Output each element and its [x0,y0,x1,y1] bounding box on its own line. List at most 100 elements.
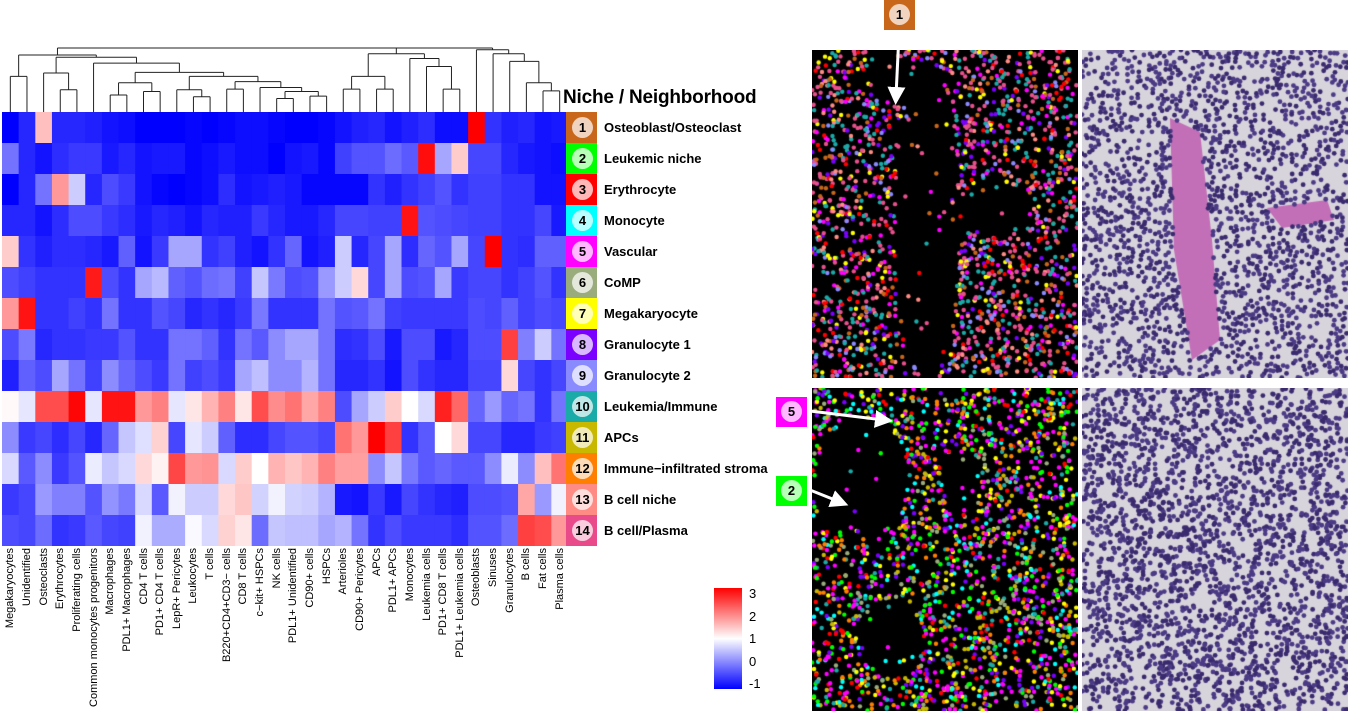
heatmap-cell [518,143,536,175]
heatmap-cell [68,391,86,423]
heatmap-cell [85,236,103,268]
heatmap-cell [35,143,53,175]
heatmap-cell [434,298,452,330]
heatmap-cell [185,143,203,175]
heatmap-cell [268,360,286,392]
niche-label: Vascular [604,244,658,259]
heatmap-cell [334,267,353,299]
heatmap-cell [251,391,269,423]
heatmap-cell [135,422,153,454]
heatmap-cell [351,112,369,144]
heatmap-cell [518,112,536,144]
heatmap-cell [551,267,568,299]
heatmap-cell [384,391,403,423]
heatmap-cell [118,484,136,516]
heatmap-cell [285,205,303,237]
heatmap-cell [201,143,219,175]
heatmap-cell [185,267,203,299]
heatmap-cell [351,422,369,454]
niche-legend-title: Niche / Neighborhood [563,87,757,108]
heatmap-cell [35,329,53,361]
heatmap-cell [201,329,219,361]
heatmap-cell [268,236,286,268]
heatmap-cell [451,143,469,175]
heatmap-cell [151,267,169,299]
heatmap-cell [68,422,86,454]
heatmap-cell [201,484,219,516]
heatmap-cell [2,329,20,361]
heatmap-cell [168,360,186,392]
heatmap-cell [2,360,20,392]
heatmap-cell [85,174,103,206]
heatmap-cell [468,515,486,546]
heatmap-cell [51,112,70,144]
niche-legend-item: 5 Vascular [566,236,806,267]
heatmap-cell [51,360,70,392]
heatmap-cell [301,267,319,299]
column-label: APCs [370,548,383,577]
heatmap-cell [434,267,452,299]
heatmap-cell [201,205,219,237]
heatmap-cell [501,236,519,268]
column-label: Fat cells [537,548,550,589]
heatmap-cell [368,453,386,485]
heatmap-cell [401,267,419,299]
heatmap-cell [85,360,103,392]
heatmap-cell [35,236,53,268]
heatmap-cell [68,236,86,268]
niche-label: Leukemia/Immune [604,399,718,414]
column-label: Leukocytes [187,548,200,604]
heatmap-cell [484,298,502,330]
niche-label: Granulocyte 1 [604,337,691,352]
heatmap-cell [451,112,469,144]
heatmap-cell [218,484,236,516]
heatmap-cell [235,174,253,206]
heatmap-cell [68,360,86,392]
heatmap-cell [551,205,568,237]
heatmap-cell [434,391,452,423]
heatmap-cell [51,329,70,361]
heatmap-cell [384,174,403,206]
heatmap-cell [135,143,153,175]
heatmap-cell [501,360,519,392]
heatmap-cell [484,484,502,516]
niche-legend-item: 12 Immune−infiltrated stroma [566,453,806,484]
heatmap-cell [301,515,319,546]
heatmap-cell [468,453,486,485]
heatmap-cell [18,515,36,546]
heatmap-cell [301,205,319,237]
heatmap-cell [235,453,253,485]
heatmap-cell [301,391,319,423]
heatmap-cell [484,360,502,392]
heatmap-cell [285,112,303,144]
heatmap-cell [18,391,36,423]
column-label: CD90+ cells [303,548,316,608]
heatmap-cell [168,174,186,206]
heatmap-cell [401,236,419,268]
niche-legend-item: 1 Osteoblast/Osteoclast [566,112,806,143]
heatmap-cell [484,112,502,144]
heatmap-cell [135,453,153,485]
heatmap-cell [101,112,120,144]
heatmap-cell [518,174,536,206]
heatmap-cell [501,391,519,423]
heatmap-cell [285,360,303,392]
heatmap-cell [501,329,519,361]
heatmap-cell [101,205,120,237]
heatmap-cell [351,143,369,175]
heatmap-cell [384,453,403,485]
heatmap-cell [418,515,436,546]
heatmap-cell [451,422,469,454]
niche-label: Granulocyte 2 [604,368,691,383]
heatmap-cell [235,515,253,546]
heatmap-cell [318,484,336,516]
heatmap-cell [251,174,269,206]
heatmap-cell [401,360,419,392]
heatmap-cell [35,453,53,485]
heatmap-cell [451,453,469,485]
niche-legend-item: 10 Leukemia/Immune [566,391,806,422]
callout-niche-5: 5 [776,397,807,427]
heatmap-cell [501,174,519,206]
heatmap-cell [18,205,36,237]
heatmap-cell [168,453,186,485]
